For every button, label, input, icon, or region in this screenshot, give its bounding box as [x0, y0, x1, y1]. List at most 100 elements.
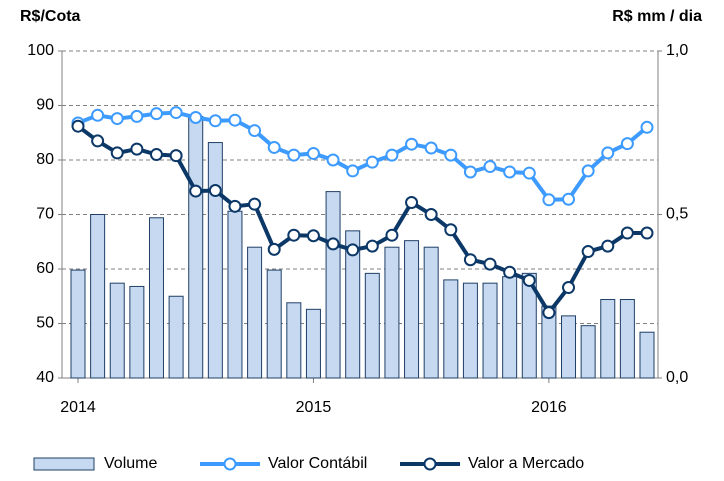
legend-marker: [223, 457, 237, 471]
marker: [385, 148, 399, 162]
y-tick-label: 50: [36, 315, 54, 332]
bar: [325, 191, 341, 379]
marker: [91, 134, 105, 148]
legend-label: Volume: [104, 455, 157, 472]
marker: [405, 137, 419, 151]
marker: [424, 141, 438, 155]
marker: [169, 149, 183, 163]
marker: [71, 119, 85, 133]
legend-swatch: [33, 457, 95, 471]
bar: [423, 246, 439, 379]
y2-tick-label: 1,0: [666, 42, 688, 59]
bar: [227, 210, 243, 379]
marker: [208, 114, 222, 128]
marker: [522, 273, 536, 287]
marker: [267, 140, 281, 154]
marker: [208, 184, 222, 198]
bar: [286, 302, 302, 379]
marker: [365, 239, 379, 253]
marker: [503, 165, 517, 179]
marker: [228, 199, 242, 213]
y-tick-label: 100: [27, 42, 54, 59]
marker: [149, 107, 163, 121]
bar: [168, 295, 184, 379]
y2-tick-label: 0,0: [666, 369, 688, 386]
marker: [228, 113, 242, 127]
marker: [601, 146, 615, 160]
marker: [267, 242, 281, 256]
marker: [483, 160, 497, 174]
bar: [619, 299, 635, 379]
bar: [404, 240, 420, 379]
bar: [364, 272, 380, 379]
legend-marker: [423, 457, 437, 471]
marker: [346, 164, 360, 178]
legend-label: Valor a Mercado: [468, 455, 584, 472]
marker: [503, 265, 517, 279]
y-tick-label: 80: [36, 151, 54, 168]
bar: [443, 279, 459, 379]
bar: [502, 276, 518, 379]
y-tick-label: 90: [36, 97, 54, 114]
bar: [639, 331, 655, 379]
marker: [581, 245, 595, 259]
marker: [620, 137, 634, 151]
marker: [346, 243, 360, 257]
marker: [130, 142, 144, 156]
marker: [444, 148, 458, 162]
marker: [248, 124, 262, 138]
marker: [483, 257, 497, 271]
marker: [287, 228, 301, 242]
marker: [169, 106, 183, 120]
marker: [306, 146, 320, 160]
y-tick-label: 40: [36, 369, 54, 386]
marker: [248, 197, 262, 211]
marker: [189, 110, 203, 124]
marker: [326, 237, 340, 251]
bar: [384, 246, 400, 379]
bar: [70, 269, 86, 379]
marker: [189, 184, 203, 198]
y2-axis-title: R$ mm / dia: [612, 8, 702, 25]
marker: [562, 192, 576, 206]
marker: [581, 164, 595, 178]
marker: [522, 166, 536, 180]
marker: [620, 226, 634, 240]
x-tick-label: 2015: [296, 399, 332, 416]
x-tick-label: 2016: [531, 399, 567, 416]
bar: [129, 285, 145, 379]
marker: [287, 148, 301, 162]
bar: [90, 214, 106, 379]
bar: [561, 315, 577, 379]
y-tick-label: 70: [36, 206, 54, 223]
bar: [482, 282, 498, 379]
marker: [110, 112, 124, 126]
bar: [521, 272, 537, 379]
marker: [326, 153, 340, 167]
marker: [149, 148, 163, 162]
bar: [109, 282, 125, 379]
bar: [207, 142, 223, 379]
bar: [541, 305, 557, 379]
marker: [130, 109, 144, 123]
marker: [542, 306, 556, 320]
y-tick-label: 60: [36, 260, 54, 277]
marker: [542, 193, 556, 207]
bar: [305, 308, 321, 379]
marker: [463, 253, 477, 267]
marker: [640, 226, 654, 240]
bar: [580, 325, 596, 379]
marker: [385, 228, 399, 242]
bar: [600, 299, 616, 379]
bar: [266, 269, 282, 379]
marker: [424, 208, 438, 221]
marker: [91, 108, 105, 122]
bar: [345, 230, 361, 379]
marker: [405, 196, 419, 210]
marker: [640, 120, 654, 134]
marker: [110, 146, 124, 160]
bar: [247, 246, 263, 379]
bar: [148, 217, 164, 379]
marker: [306, 229, 320, 243]
